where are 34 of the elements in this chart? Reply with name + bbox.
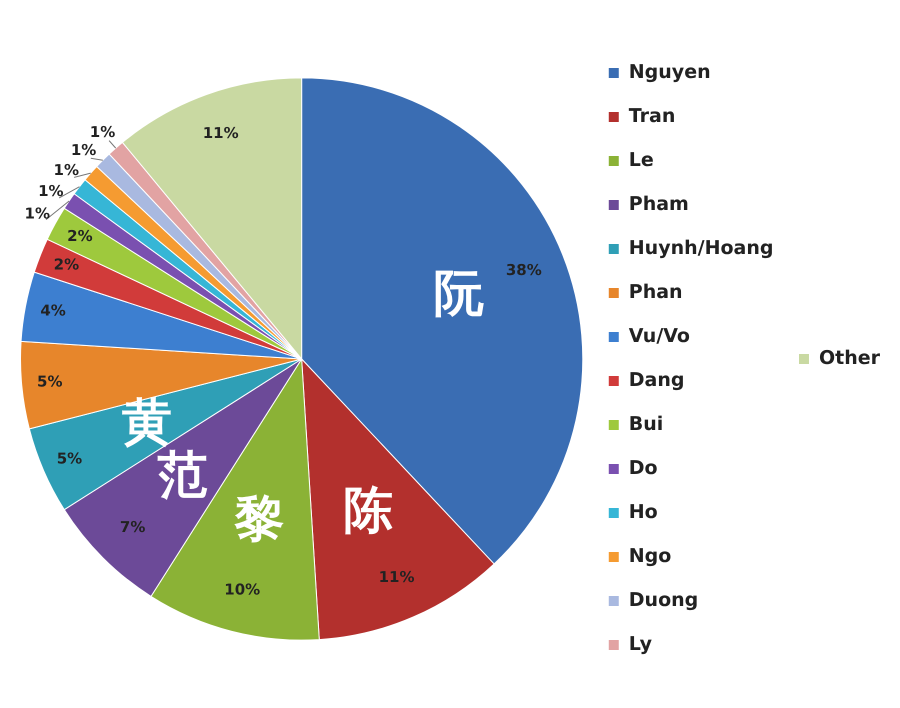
legend-label: Vu/Vo bbox=[628, 324, 690, 347]
legend-label: Tran bbox=[628, 104, 676, 127]
legend-label: Nguyen bbox=[628, 60, 711, 83]
legend-label: Do bbox=[628, 456, 658, 479]
data-label: 2% bbox=[67, 226, 93, 245]
data-label: 10% bbox=[224, 580, 260, 598]
legend-label: Le bbox=[628, 148, 654, 171]
legend-label: Pham bbox=[628, 192, 689, 215]
text: 阮 bbox=[433, 264, 484, 322]
legend-label: Huynh/Hoang bbox=[628, 236, 774, 259]
data-label: 1% bbox=[54, 161, 80, 180]
data-label: 1% bbox=[90, 123, 116, 142]
data-label: 11% bbox=[202, 124, 239, 142]
data-label: 1% bbox=[24, 204, 50, 223]
data-label: 2% bbox=[54, 256, 80, 274]
data-label: 5% bbox=[37, 372, 62, 391]
legend-label: Ho bbox=[628, 500, 658, 523]
data-label: 1% bbox=[70, 141, 96, 160]
data-label: 5% bbox=[56, 449, 82, 468]
data-label: 4% bbox=[40, 301, 66, 320]
legend-label: Dang bbox=[628, 368, 685, 391]
legend-label: Duong bbox=[628, 588, 698, 611]
data-label: 1% bbox=[38, 182, 64, 200]
text: 黎 bbox=[234, 489, 285, 548]
data-label: 11% bbox=[378, 568, 414, 586]
legend-label: Ly bbox=[628, 632, 653, 655]
text: 陈 bbox=[344, 480, 394, 539]
data-label: 7% bbox=[120, 518, 146, 536]
legend-label: Other bbox=[818, 346, 881, 369]
legend-label: Phan bbox=[628, 280, 683, 303]
data-label: 38% bbox=[506, 260, 542, 279]
text: 黄 bbox=[122, 392, 172, 451]
legend-label: Ngo bbox=[628, 544, 672, 567]
legend-label: Bui bbox=[628, 412, 664, 435]
